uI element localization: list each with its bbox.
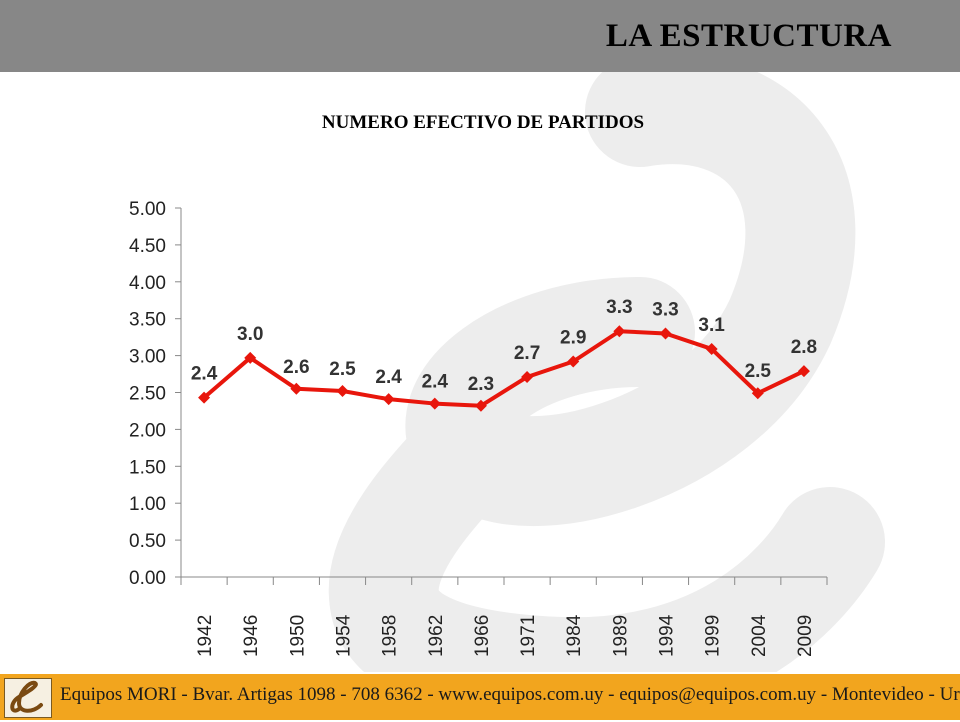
data-point-marker — [613, 325, 626, 338]
data-label: 3.0 — [237, 324, 263, 345]
x-tick-label: 1994 — [657, 614, 678, 657]
x-tick-label: 1946 — [241, 615, 262, 657]
data-point-marker — [474, 399, 487, 412]
y-tick-label: 3.50 — [129, 310, 166, 331]
data-point-marker — [382, 393, 395, 406]
data-point-marker — [244, 351, 257, 364]
data-label: 2.5 — [745, 361, 772, 382]
data-label: 2.3 — [468, 374, 494, 395]
x-tick-label: 1962 — [426, 615, 447, 657]
line-chart: 0.00 0.50 1.00 1.50 2.00 2.50 3.00 3.50 4.00 4.50… — [129, 199, 828, 657]
x-tick-label: 1958 — [380, 615, 401, 657]
x-tick-label: 1989 — [610, 615, 631, 657]
footer-bar: Equipos MORI - Bvar. Artigas 1098 - 708 … — [0, 672, 960, 720]
x-tick-label: 1971 — [518, 615, 539, 657]
y-tick-label: 1.00 — [129, 494, 166, 515]
data-point-marker — [659, 327, 672, 340]
y-tick-label: 5.00 — [129, 199, 166, 220]
y-tick-label: 0.50 — [129, 531, 166, 552]
data-point-marker — [705, 342, 718, 355]
data-label: 2.8 — [791, 337, 817, 358]
x-tick-label: 1966 — [472, 615, 493, 657]
x-tick-label: 2004 — [749, 614, 770, 657]
data-point-marker — [290, 382, 303, 395]
header-bar: LA ESTRUCTURA — [0, 0, 960, 72]
data-point-marker — [567, 355, 580, 368]
data-label: 2.6 — [283, 357, 309, 378]
data-point-marker — [336, 385, 349, 398]
y-tick-label: 4.50 — [129, 236, 166, 257]
data-point-marker — [797, 365, 810, 378]
watermark-e-icon — [328, 72, 885, 672]
data-point-marker — [428, 397, 441, 410]
x-tick-label: 1954 — [334, 614, 355, 657]
data-label: 2.7 — [514, 343, 540, 364]
x-tick-label: 2009 — [795, 615, 816, 657]
chart-title: NUMERO EFECTIVO DE PARTIDOS — [321, 112, 645, 133]
data-label: 2.5 — [329, 359, 356, 380]
x-tick-label: 1950 — [287, 615, 308, 657]
data-point-marker — [751, 387, 764, 400]
y-tick-label: 1.50 — [129, 457, 166, 478]
footer-contact-text: Equipos MORI - Bvar. Artigas 1098 - 708 … — [60, 684, 960, 705]
x-tick-label: 1984 — [564, 614, 585, 657]
y-tick-label: 2.50 — [129, 384, 166, 405]
data-point-marker — [521, 371, 534, 384]
data-label: 2.9 — [560, 328, 586, 349]
data-label: 2.4 — [422, 372, 449, 393]
data-point-marker — [198, 391, 211, 404]
y-tick-label: 0.00 — [129, 568, 166, 589]
y-tick-label: 4.00 — [129, 273, 166, 294]
data-label: 3.3 — [652, 299, 678, 320]
data-label: 3.1 — [698, 315, 725, 336]
y-tick-label: 2.00 — [129, 420, 166, 441]
data-label: 2.4 — [375, 367, 402, 388]
page-title: LA ESTRUCTURA — [605, 18, 892, 54]
y-tick-label: 3.00 — [129, 347, 166, 368]
equipos-mori-logo-icon — [4, 678, 52, 718]
data-label: 2.4 — [191, 364, 218, 385]
x-tick-label: 1942 — [195, 615, 216, 657]
data-label: 3.3 — [606, 297, 632, 318]
x-tick-label: 1999 — [703, 615, 724, 657]
series-line — [202, 329, 805, 408]
